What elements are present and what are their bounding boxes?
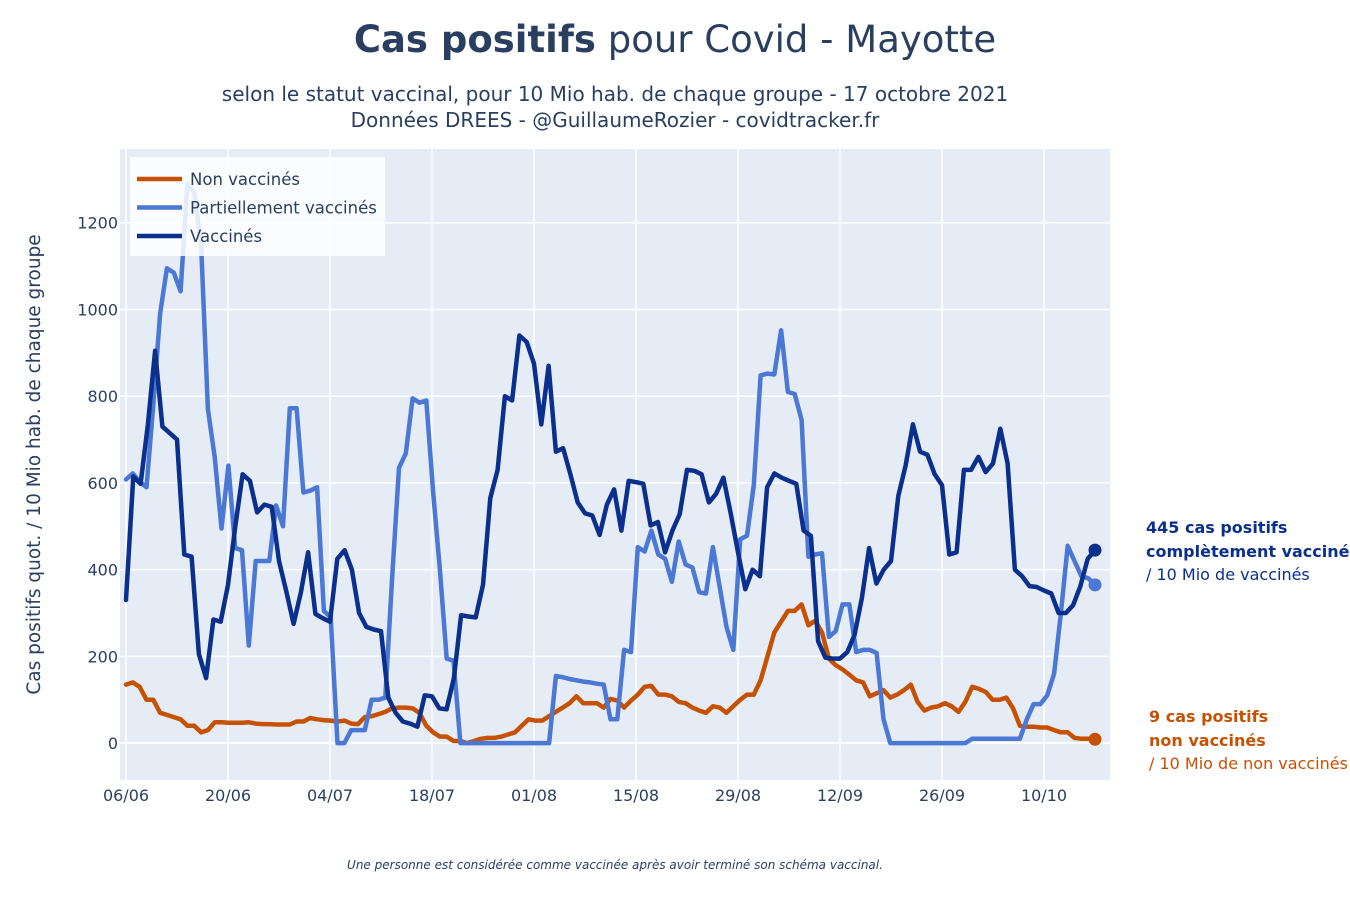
end-point-non-vaccin-s bbox=[1088, 732, 1102, 746]
end-point-vaccin-s bbox=[1088, 543, 1102, 557]
annotation-unvaccinated: 9 cas positifs non vaccinés / 10 Mio de … bbox=[1149, 705, 1348, 776]
y-tick-label: 600 bbox=[87, 474, 118, 493]
legend-label: Partiellement vaccinés bbox=[190, 199, 377, 218]
x-tick-label: 10/10 bbox=[1021, 786, 1067, 805]
annotation-unvaccinated-line1: 9 cas positifs bbox=[1149, 707, 1269, 726]
annotation-vaccinated: 445 cas positifs complètement vaccinés /… bbox=[1146, 516, 1350, 587]
legend-label: Non vaccinés bbox=[190, 170, 300, 189]
chart-subtitle-line2: Données DREES - @GuillaumeRozier - covid… bbox=[350, 108, 880, 132]
x-tick-label: 06/06 bbox=[103, 786, 149, 805]
x-tick-label: 12/09 bbox=[817, 786, 863, 805]
series-line-partiellement-vaccin-s bbox=[123, 181, 1098, 746]
x-tick-label: 01/08 bbox=[511, 786, 557, 805]
annotation-vaccinated-line1: 445 cas positifs bbox=[1146, 518, 1288, 537]
x-tick-label: 26/09 bbox=[919, 786, 965, 805]
chart-subtitle-line1: selon le statut vaccinal, pour 10 Mio ha… bbox=[221, 82, 1009, 106]
annotation-unvaccinated-line3: / 10 Mio de non vaccinés bbox=[1149, 754, 1348, 773]
y-tick-label: 800 bbox=[87, 387, 118, 406]
y-axis-label: Cas positifs quot. / 10 Mio hab. de chaq… bbox=[24, 234, 45, 694]
legend: Non vaccinés Partiellement vaccinés Vaccin… bbox=[130, 157, 385, 256]
end-point-partiellement-vaccin-s bbox=[1088, 578, 1102, 592]
chart-title-bold: Cas positifs bbox=[353, 18, 596, 61]
x-tick-label: 04/07 bbox=[307, 786, 353, 805]
x-tick-label: 15/08 bbox=[613, 786, 659, 805]
x-tick-label: 20/06 bbox=[205, 786, 251, 805]
annotation-unvaccinated-line2: non vaccinés bbox=[1149, 730, 1266, 750]
y-tick-label: 400 bbox=[87, 561, 118, 580]
footnote: Une personne est considérée comme vaccin… bbox=[347, 858, 883, 872]
x-tick-label: 18/07 bbox=[409, 786, 455, 805]
annotation-vaccinated-line3: / 10 Mio de vaccinés bbox=[1146, 565, 1310, 584]
series-line-non-vaccin-s bbox=[123, 602, 1098, 746]
series-line-vaccin-s bbox=[123, 333, 1098, 729]
y-tick-label: 0 bbox=[108, 734, 118, 753]
y-tick-label: 1200 bbox=[77, 214, 118, 233]
chart-title: Cas positifs pour Covid - Mayotte bbox=[0, 18, 1350, 61]
annotation-vaccinated-line2: complètement vaccinés bbox=[1146, 541, 1350, 561]
legend-label: Vaccinés bbox=[190, 227, 262, 246]
y-tick-label: 1000 bbox=[77, 300, 118, 319]
y-tick-label: 200 bbox=[87, 647, 118, 666]
x-tick-label: 29/08 bbox=[715, 786, 761, 805]
chart-title-rest: pour Covid - Mayotte bbox=[595, 18, 997, 61]
